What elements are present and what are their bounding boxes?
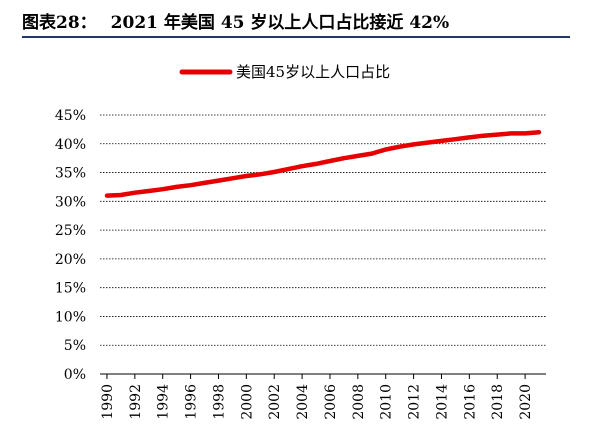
- gridlines: [100, 114, 546, 346]
- x-tick-label: 2010: [379, 384, 395, 420]
- y-tick-label: 25%: [55, 223, 86, 239]
- x-tick-label: 1998: [211, 384, 227, 420]
- x-tick-label: 1994: [156, 384, 172, 420]
- x-tick-label: 2002: [267, 384, 283, 420]
- x-axis: 1990 1992 1994 1996 1998 2000 2002 2004 2006 2008…: [100, 373, 546, 420]
- series-line: [104, 130, 542, 198]
- y-tick-label: 10%: [55, 309, 86, 325]
- x-tick-label: 2012: [407, 384, 423, 420]
- y-tick-label: 15%: [55, 281, 86, 297]
- figure-title: 图表28： 2021 年美国 45 岁以上人口占比接近 42%: [22, 8, 582, 33]
- x-tick-label: 1990: [100, 384, 116, 420]
- x-tick-label: 2006: [323, 384, 339, 420]
- x-tick-label: 2014: [434, 384, 450, 420]
- title-rule: [22, 36, 570, 38]
- x-tick-label: 2018: [490, 384, 506, 420]
- x-tick-label: 2020: [518, 384, 534, 420]
- x-tick-label: 2004: [295, 384, 311, 420]
- figure-title-text: 2021 年美国 45 岁以上人口占比接近 42%: [110, 13, 450, 33]
- x-tick-label: 2008: [351, 384, 367, 420]
- figure-label: 图表28：: [22, 13, 97, 33]
- x-tick-label: 1992: [128, 384, 144, 420]
- y-tick-label: 30%: [55, 194, 86, 210]
- x-tick-label: 2000: [239, 384, 255, 420]
- y-axis-ticks: 0% 5% 10% 15% 20% 25% 30% 35% 40% 45%: [55, 108, 86, 383]
- series-group: [104, 130, 542, 198]
- y-tick-label: 45%: [55, 108, 86, 124]
- x-tick-label: 1996: [184, 384, 200, 420]
- y-tick-label: 40%: [55, 137, 86, 153]
- legend: 美国45岁以上人口占比: [179, 63, 390, 81]
- y-tick-label: 20%: [55, 252, 86, 268]
- x-tick-label: 2016: [462, 384, 478, 420]
- legend-label: 美国45岁以上人口占比: [236, 63, 390, 81]
- y-tick-label: 0%: [64, 367, 86, 383]
- y-tick-label: 5%: [64, 338, 86, 354]
- y-tick-label: 35%: [55, 166, 86, 182]
